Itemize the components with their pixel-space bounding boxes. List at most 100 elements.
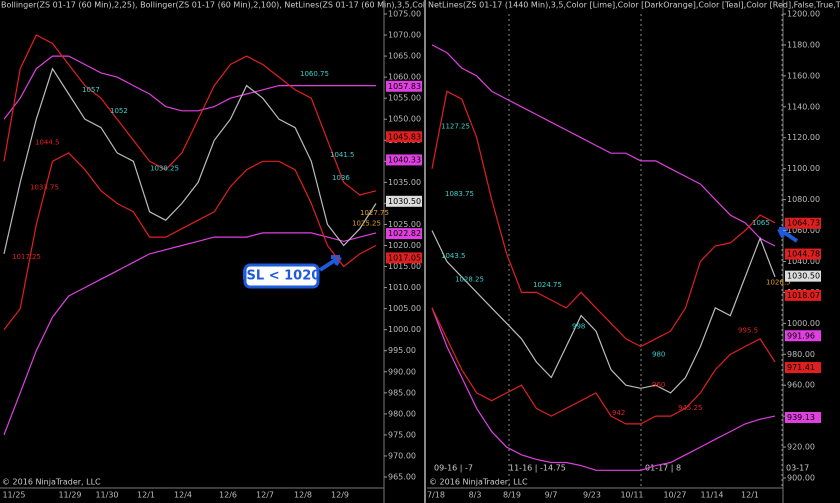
y-tick-label: 975.00	[388, 430, 416, 439]
price-tag-label: 1064.73	[787, 219, 820, 228]
y-tick-label: 1070.00	[388, 31, 421, 40]
panel-header: Bollinger(ZS 01-17 (60 Min),2,25), Bolli…	[1, 1, 485, 10]
arrow	[318, 255, 342, 272]
y-tick-label: 1050.00	[388, 115, 421, 124]
price-tag	[386, 228, 422, 240]
x-tick-label: 11/30	[95, 491, 118, 500]
price-tag	[785, 217, 821, 229]
y-tick-label: 985.00	[388, 388, 416, 397]
price-tag	[785, 289, 821, 301]
y-tick-label: 1025.00	[388, 220, 421, 229]
series-line	[3, 67, 377, 255]
callout-box	[243, 263, 320, 289]
y-tick-label: 1020.00	[388, 241, 421, 250]
left-panel: Bollinger(ZS 01-17 (60 Min),2,25), Bolli…	[0, 0, 485, 503]
y-tick-label: 1010.00	[388, 283, 421, 292]
y-tick-label: 1000.00	[388, 325, 421, 334]
x-tick-label: 8/19	[503, 491, 521, 500]
price-tag-label: 991.96	[787, 331, 815, 340]
y-tick-label: 1055.00	[388, 94, 421, 103]
price-tag	[785, 362, 821, 374]
y-tick-label: 965.00	[388, 473, 416, 482]
price-tag	[785, 411, 821, 423]
panel-header: NetLines(ZS 01-17 (1440 Min),3,5,Color […	[428, 1, 840, 10]
session-label: 01-17 | 8	[645, 464, 681, 473]
price-tag	[386, 131, 422, 143]
session-label: 09-16 | -7	[434, 464, 473, 473]
y-tick-label: 1180.00	[787, 40, 820, 49]
price-tag-label: 1022.82	[388, 229, 421, 238]
price-tag-label: 1044.78	[787, 250, 820, 259]
y-tick-label: 1040.00	[787, 257, 820, 266]
level-label: 998	[572, 322, 585, 330]
x-tick-label: 7/18	[427, 491, 445, 500]
right-panel: NetLines(ZS 01-17 (1440 Min),3,5,Color […	[427, 0, 840, 503]
x-tick-label: 12/8	[294, 491, 312, 500]
x-tick-label: 12/7	[256, 491, 274, 500]
y-tick-label: 970.00	[388, 451, 416, 460]
x-tick-label: 10/11	[620, 491, 643, 500]
level-label: 1127.25	[441, 123, 470, 131]
series-line	[3, 232, 377, 436]
y-tick-label: 960.00	[787, 381, 815, 390]
y-tick-label: 900.00	[787, 474, 815, 483]
series-line	[3, 152, 377, 331]
price-tag-label: 1057.83	[388, 82, 421, 91]
y-tick-label: 1120.00	[787, 133, 820, 142]
level-label: 942	[612, 409, 625, 417]
y-tick-label: 980.00	[388, 409, 416, 418]
series-line	[3, 55, 376, 120]
x-tick-label: 11/25	[2, 491, 25, 500]
series-line	[431, 230, 776, 394]
price-tag	[785, 248, 821, 260]
series-line	[431, 44, 776, 247]
x-tick-label: 9/23	[583, 491, 601, 500]
y-tick-label: 990.00	[388, 367, 416, 376]
price-tag-label: 939.13	[787, 413, 815, 422]
y-tick-label: 1060.00	[388, 73, 421, 82]
level-label: 960	[652, 381, 665, 389]
level-label: 1026.5	[766, 278, 791, 286]
y-tick-label: 1100.00	[787, 164, 820, 173]
y-tick-label: 995.00	[388, 346, 416, 355]
level-label: 1036	[332, 174, 350, 182]
level-label: 1083.75	[445, 190, 474, 198]
y-tick-label: 1065.00	[388, 52, 421, 61]
y-tick-label: 1060.00	[787, 226, 820, 235]
session-label: 03-17	[786, 464, 809, 473]
y-tick-label: 1080.00	[787, 195, 820, 204]
price-tag	[785, 270, 821, 282]
panel-bg	[0, 0, 424, 503]
session-label: 11-16 | -14.75	[509, 464, 566, 473]
arrow	[777, 227, 799, 243]
price-tag	[386, 154, 422, 166]
level-label: 1065	[752, 219, 770, 227]
price-tag-label: 1018.07	[787, 291, 820, 300]
level-label: 945.25	[678, 404, 703, 412]
price-tag-label: 1030.50	[388, 197, 421, 206]
x-tick-label: 12/9	[331, 491, 349, 500]
y-tick-label: 1035.00	[388, 178, 421, 187]
level-label: 1041.5	[330, 151, 355, 159]
level-label: 1017.25	[12, 253, 41, 261]
price-tag-label: 1017.05	[388, 253, 421, 262]
level-label: 1025.25	[352, 219, 381, 227]
x-tick-label: 11/29	[58, 491, 81, 500]
y-tick-label: 920.00	[787, 443, 815, 452]
callout-text: ISL < 1020	[242, 269, 321, 284]
series-line	[3, 34, 377, 196]
x-tick-label: 10/27	[663, 491, 686, 500]
level-label: 1033.75	[30, 184, 59, 192]
price-tag-label: 1030.50	[787, 272, 820, 281]
level-label: 1028.25	[455, 276, 484, 284]
y-tick-label: 1140.00	[787, 102, 820, 111]
y-tick-label: 1200.00	[787, 10, 820, 19]
level-label: 1038.25	[150, 165, 179, 173]
y-tick-label: 1015.00	[388, 262, 421, 271]
level-label: 1027.75	[360, 209, 389, 217]
level-label: 1057	[82, 86, 100, 94]
x-tick-label: 12/1	[741, 491, 759, 500]
level-label: 1024.75	[533, 281, 562, 289]
